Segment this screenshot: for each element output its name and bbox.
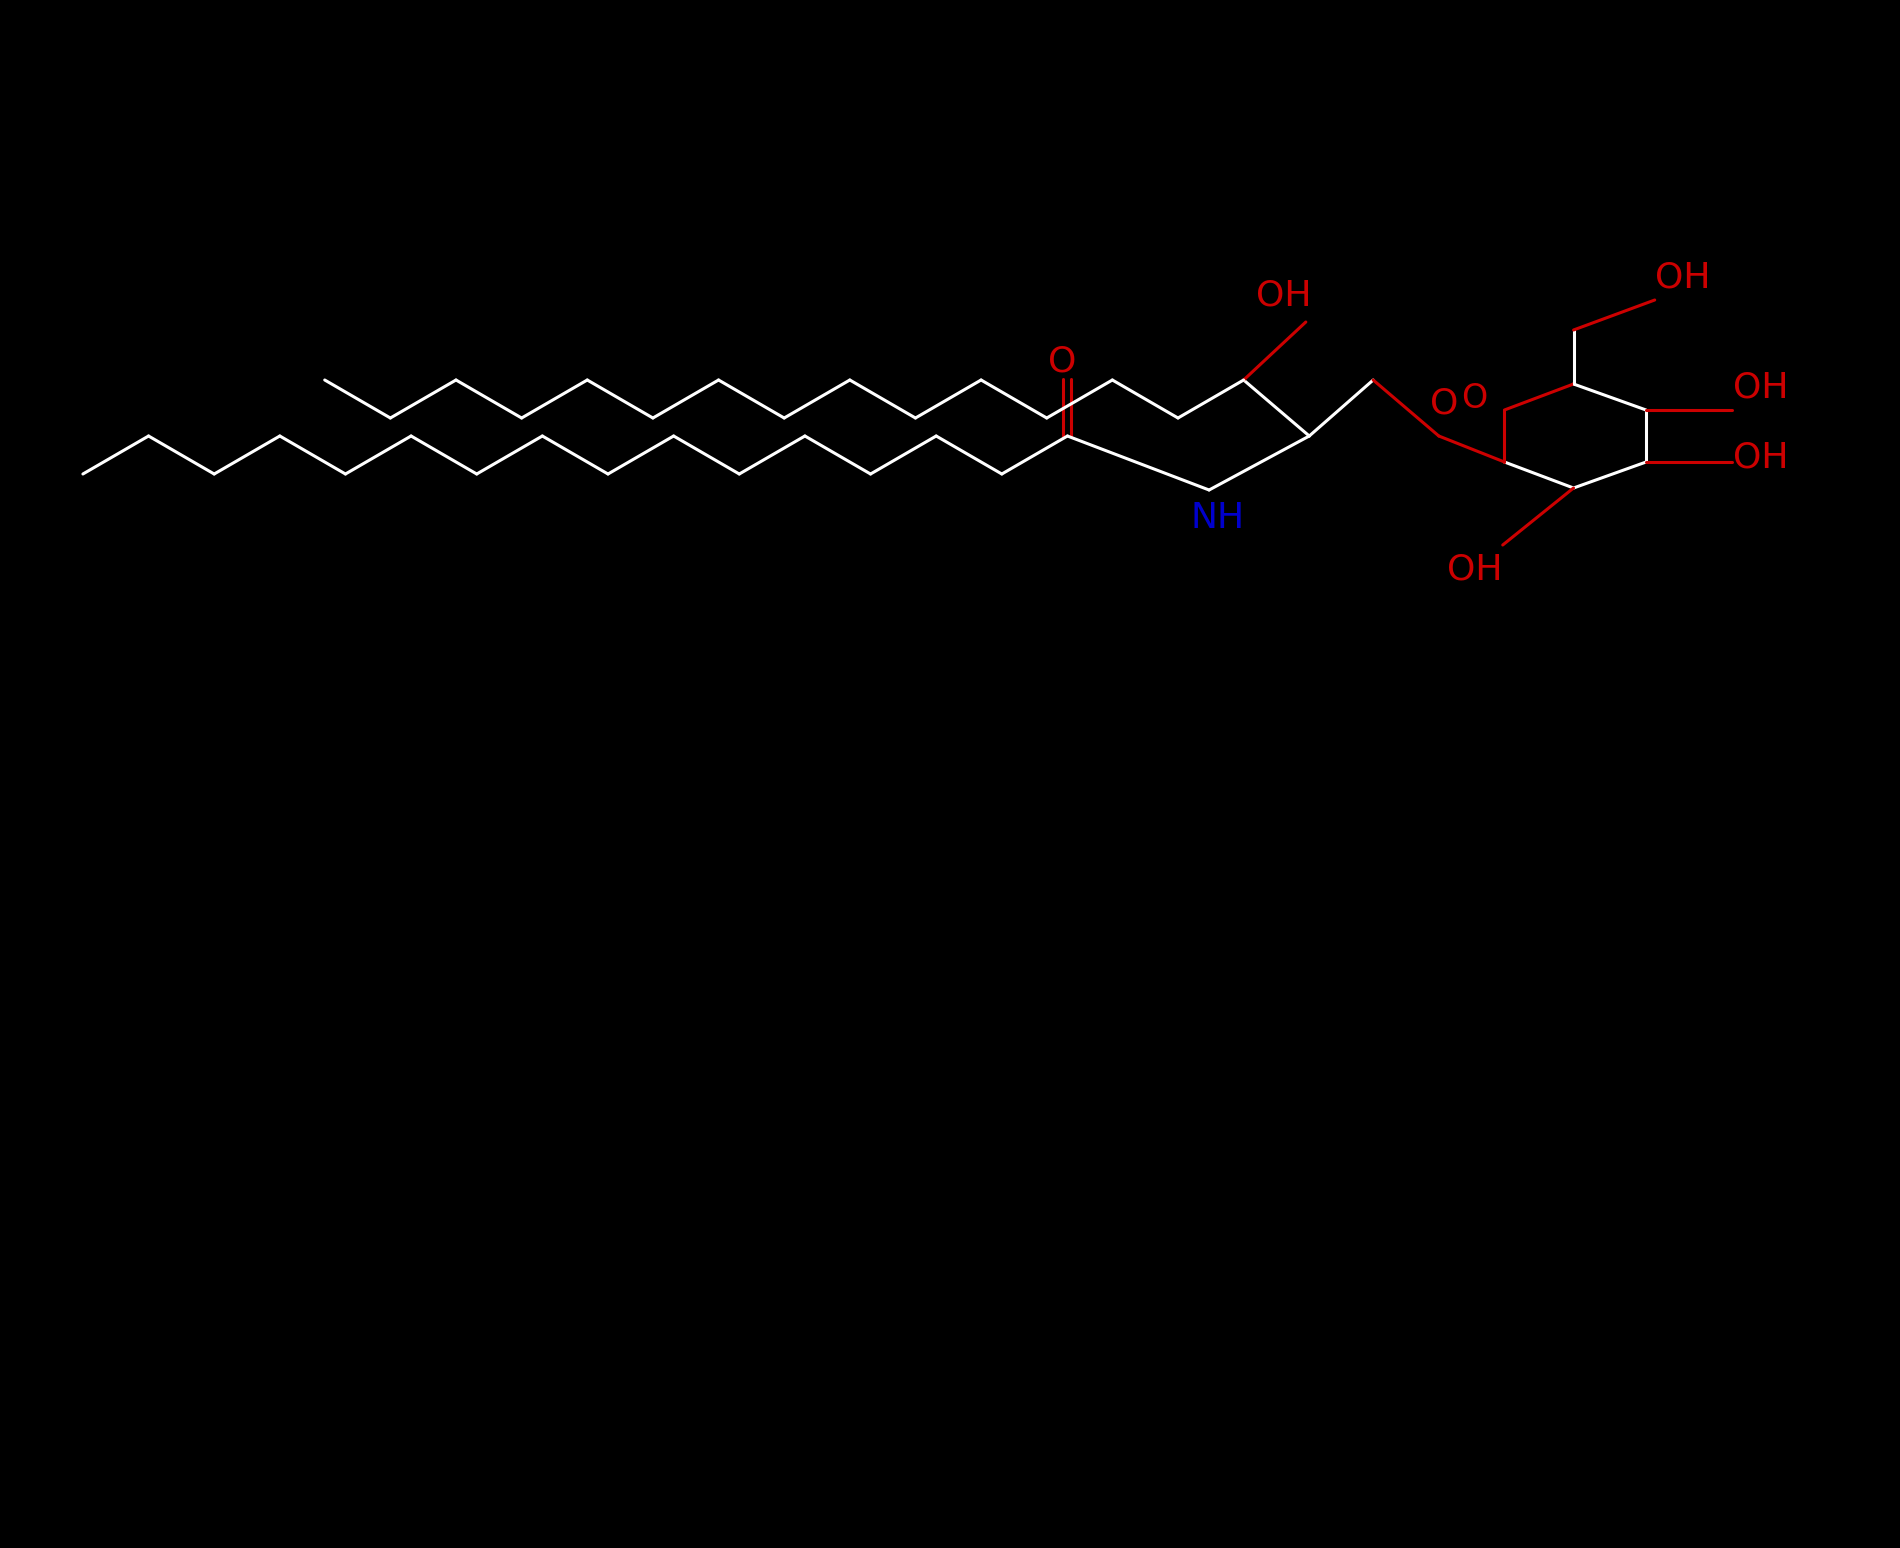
Text: NH: NH: [1189, 502, 1245, 536]
Text: OH: OH: [1256, 279, 1311, 313]
Text: O: O: [1429, 387, 1457, 421]
Text: O: O: [1461, 381, 1488, 415]
Text: OH: OH: [1448, 553, 1503, 587]
Text: OH: OH: [1733, 440, 1788, 474]
Text: O: O: [1049, 344, 1077, 378]
Text: OH: OH: [1733, 372, 1788, 406]
Text: OH: OH: [1655, 262, 1710, 296]
